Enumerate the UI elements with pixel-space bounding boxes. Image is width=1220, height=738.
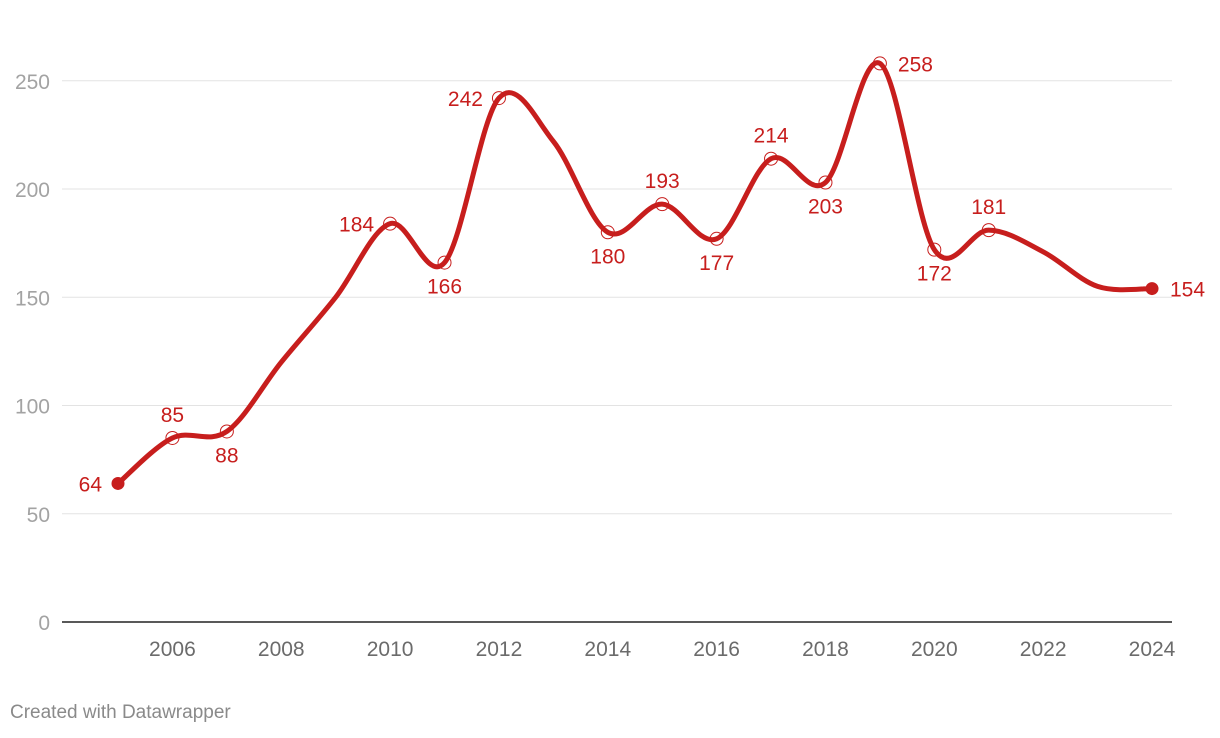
data-point xyxy=(165,430,180,445)
y-tick-label: 0 xyxy=(38,612,50,635)
x-tick-label: 2022 xyxy=(1020,638,1067,661)
y-tick-label: 200 xyxy=(15,179,50,202)
x-tick-label: 2014 xyxy=(584,638,631,661)
data-point xyxy=(655,197,670,212)
data-labels: 64 85 88 184 166 242 180 193 177 214 203 258 172 181 1… xyxy=(79,53,1206,496)
y-tick-label: 50 xyxy=(27,504,50,527)
data-label: 184 xyxy=(339,214,374,237)
data-label: 203 xyxy=(808,196,843,219)
data-point xyxy=(437,255,452,270)
data-point xyxy=(872,56,887,71)
data-point xyxy=(219,424,234,439)
data-point xyxy=(818,175,833,190)
datawrapper-credit[interactable]: Created with Datawrapper xyxy=(10,702,231,723)
x-tick-label: 2006 xyxy=(149,638,196,661)
data-label: 181 xyxy=(971,196,1006,219)
data-point xyxy=(709,231,724,246)
data-point xyxy=(764,151,779,166)
grid-layer xyxy=(62,80,1172,623)
x-tick-label: 2018 xyxy=(802,638,849,661)
data-point xyxy=(927,242,942,257)
y-tick-label: 100 xyxy=(15,396,50,419)
data-point-endpoint xyxy=(111,476,125,490)
data-point xyxy=(981,223,996,238)
y-axis: 0 50 100 150 200 250 xyxy=(15,71,50,635)
y-tick-label: 250 xyxy=(15,71,50,94)
data-point-endpoint xyxy=(1145,282,1159,296)
data-label: 214 xyxy=(754,125,789,148)
data-label: 242 xyxy=(448,88,483,111)
y-tick-label: 150 xyxy=(15,287,50,310)
series-line xyxy=(115,60,1155,486)
data-label: 166 xyxy=(427,276,462,299)
data-label: 154 xyxy=(1170,279,1205,302)
data-label: 177 xyxy=(699,252,734,275)
x-tick-label: 2010 xyxy=(367,638,414,661)
data-label: 172 xyxy=(917,263,952,286)
data-point xyxy=(491,91,506,106)
data-label: 258 xyxy=(898,53,933,76)
x-axis: 2006 2008 2010 2012 2014 2016 2018 2020 2022 2024 xyxy=(149,638,1176,661)
data-point xyxy=(600,225,615,240)
data-label: 180 xyxy=(590,245,625,268)
data-points xyxy=(111,56,1159,490)
data-label: 85 xyxy=(161,404,184,427)
data-label: 193 xyxy=(645,170,680,193)
x-tick-label: 2016 xyxy=(693,638,740,661)
x-tick-label: 2012 xyxy=(476,638,523,661)
x-tick-label: 2024 xyxy=(1129,638,1176,661)
line-chart: 0 50 100 150 200 250 2006 2008 2010 2012 2014 2016… xyxy=(15,53,1206,661)
data-point xyxy=(383,216,398,231)
x-tick-label: 2008 xyxy=(258,638,305,661)
data-label: 88 xyxy=(215,444,238,467)
data-label: 64 xyxy=(79,473,103,496)
x-tick-label: 2020 xyxy=(911,638,958,661)
series-line-layer xyxy=(115,60,1155,486)
